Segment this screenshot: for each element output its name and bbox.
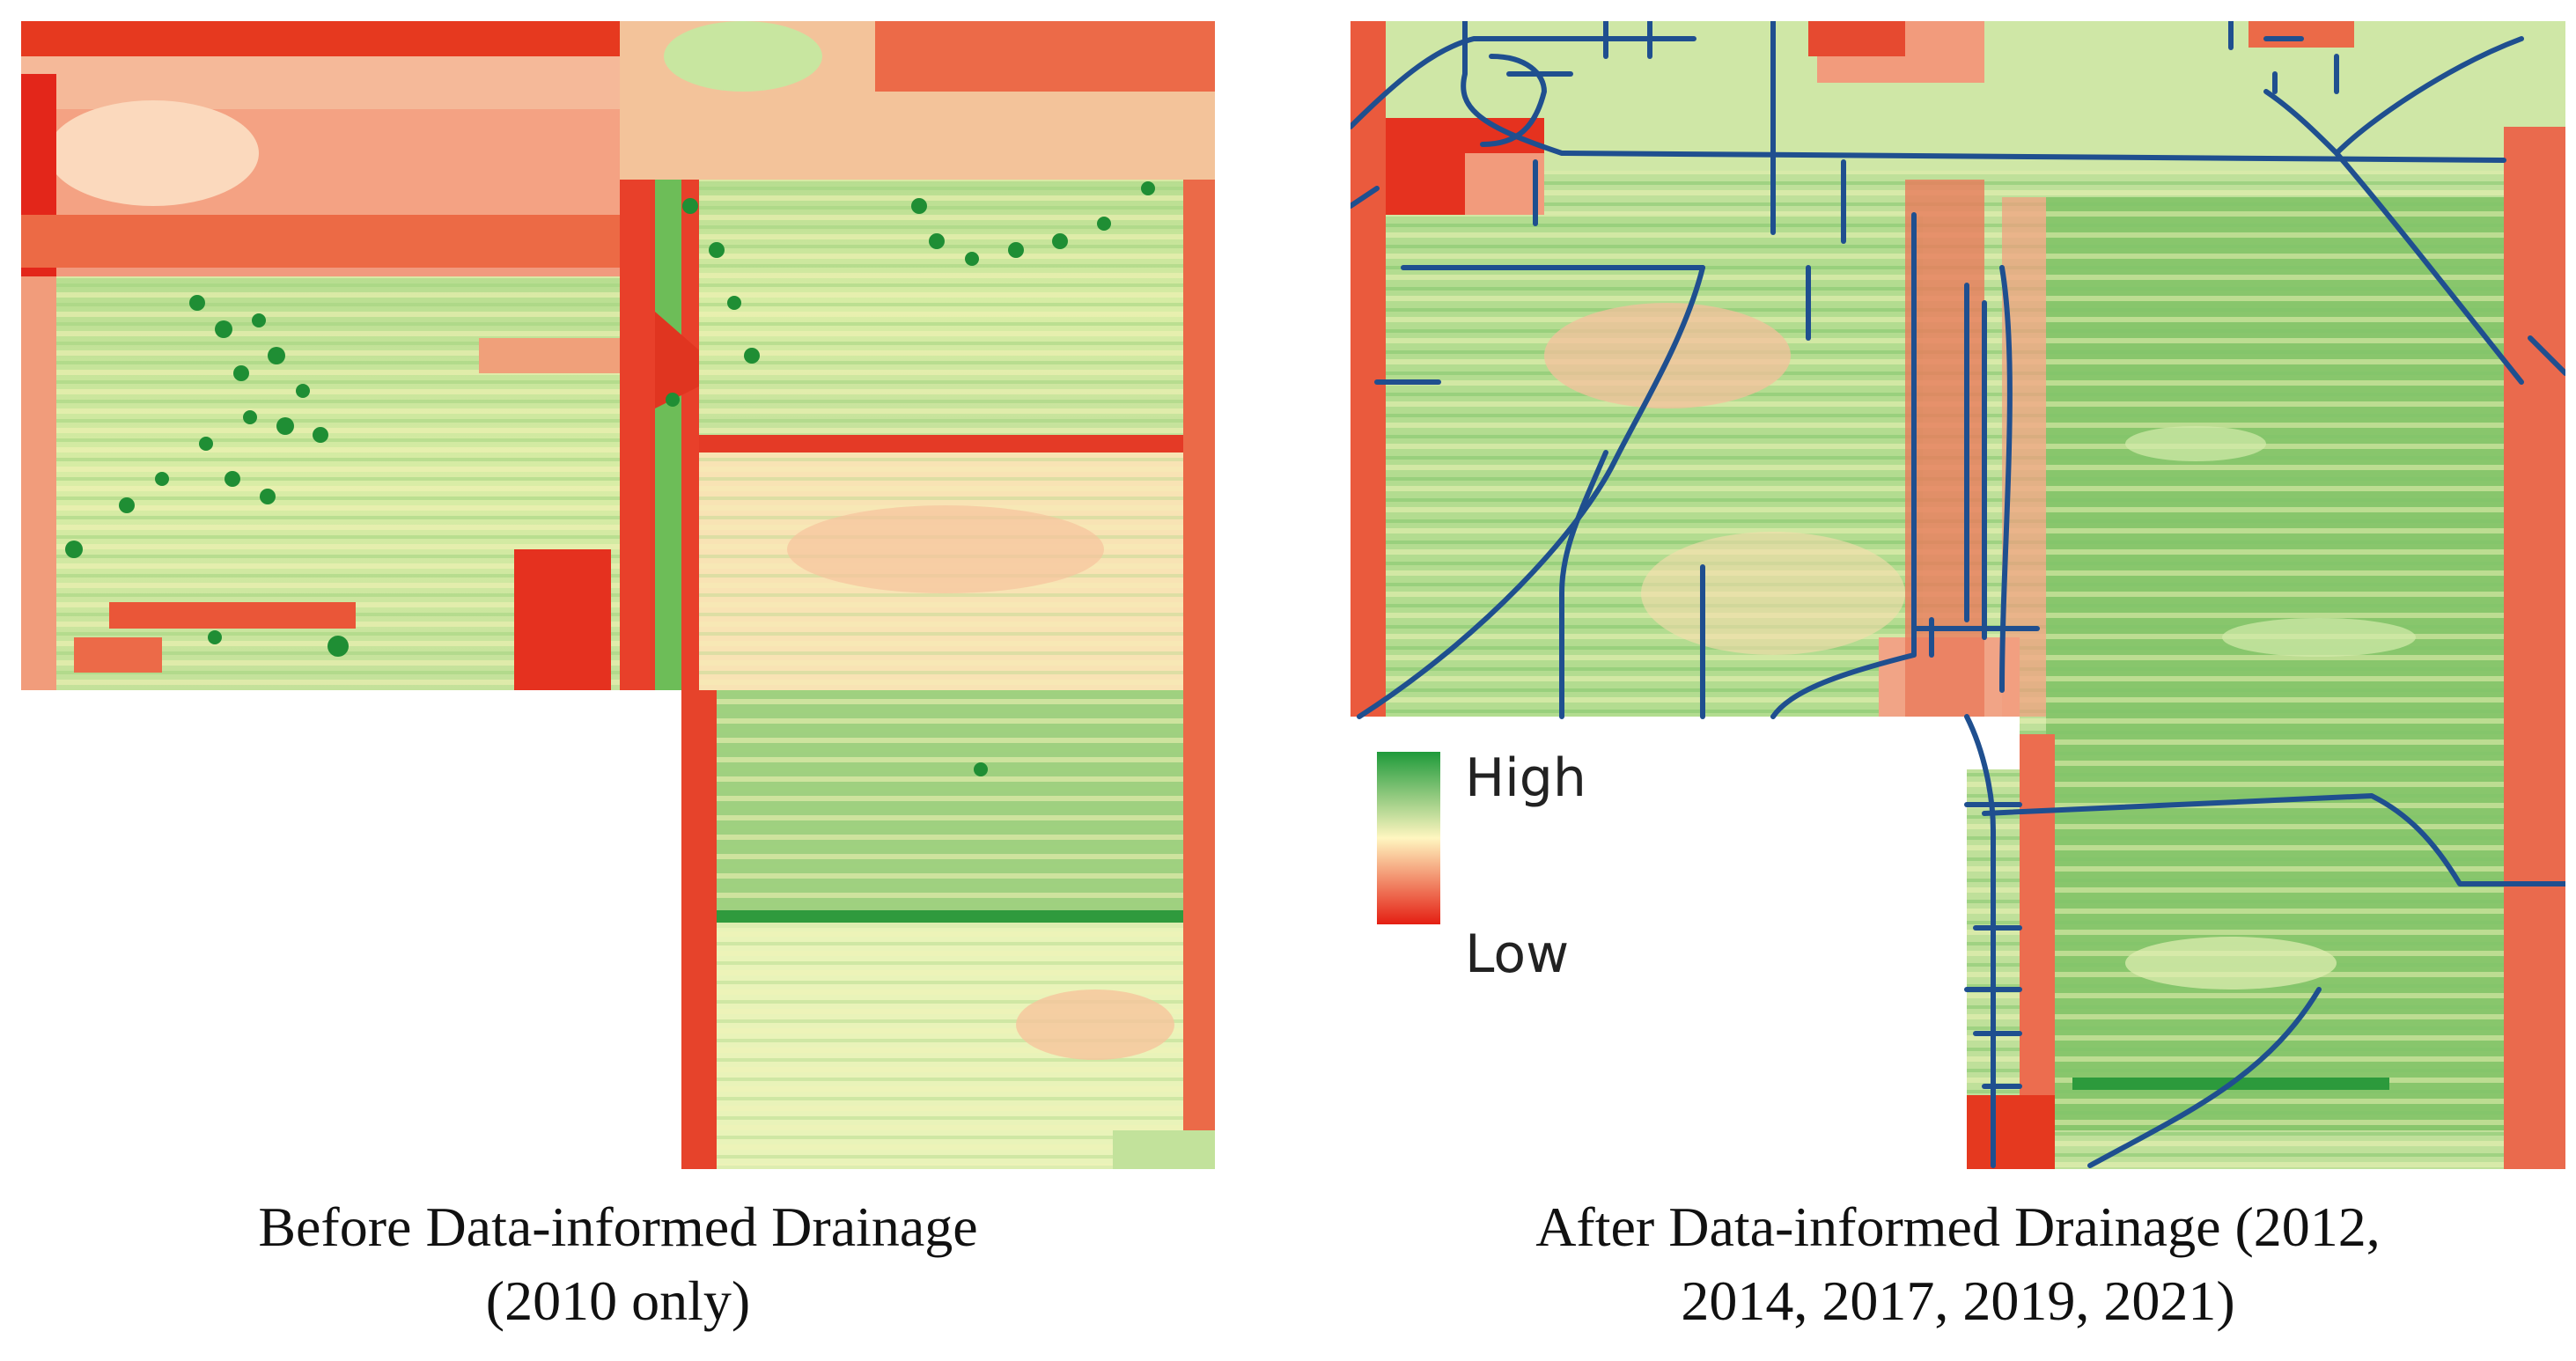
- drain-line: [2334, 36, 2524, 156]
- after-map-surface: [1351, 21, 2565, 1169]
- before-map-surface: [21, 21, 1215, 1169]
- before-caption-line2: (2010 only): [485, 1269, 751, 1332]
- before-caption-line1: Before Data-informed Drainage: [258, 1195, 978, 1258]
- legend-gradient-bar: [1377, 752, 1440, 924]
- legend-low-label: Low: [1465, 923, 1569, 985]
- drain-line: [2528, 335, 2565, 376]
- drain-line: [2087, 987, 2322, 1168]
- drain-line: [1964, 714, 1996, 1168]
- legend-high-label: High: [1465, 747, 1586, 809]
- drain-line: [1357, 265, 1705, 719]
- drainage-lines: [1351, 21, 2565, 1168]
- drain-line: [1770, 212, 1917, 719]
- after-drainage-map: High Low: [1351, 21, 2565, 1169]
- drain-line: [1351, 186, 1380, 209]
- drain-line: [1480, 54, 1547, 147]
- after-caption-line2: 2014, 2017, 2019, 2021): [1681, 1269, 2235, 1332]
- after-caption-line1: After Data-informed Drainage (2012,: [1535, 1195, 2381, 1258]
- drain-line: [1982, 793, 2565, 886]
- before-drainage-map: [21, 21, 1215, 1169]
- legend: High Low: [1377, 747, 1586, 985]
- drain-line: [1559, 450, 1608, 719]
- drain-line: [1461, 21, 2506, 163]
- drain-line: [2263, 89, 2524, 385]
- after-map-caption: After Data-informed Drainage (2012, 2014…: [1351, 1190, 2565, 1338]
- before-map-caption: Before Data-informed Drainage (2010 only…: [21, 1190, 1215, 1338]
